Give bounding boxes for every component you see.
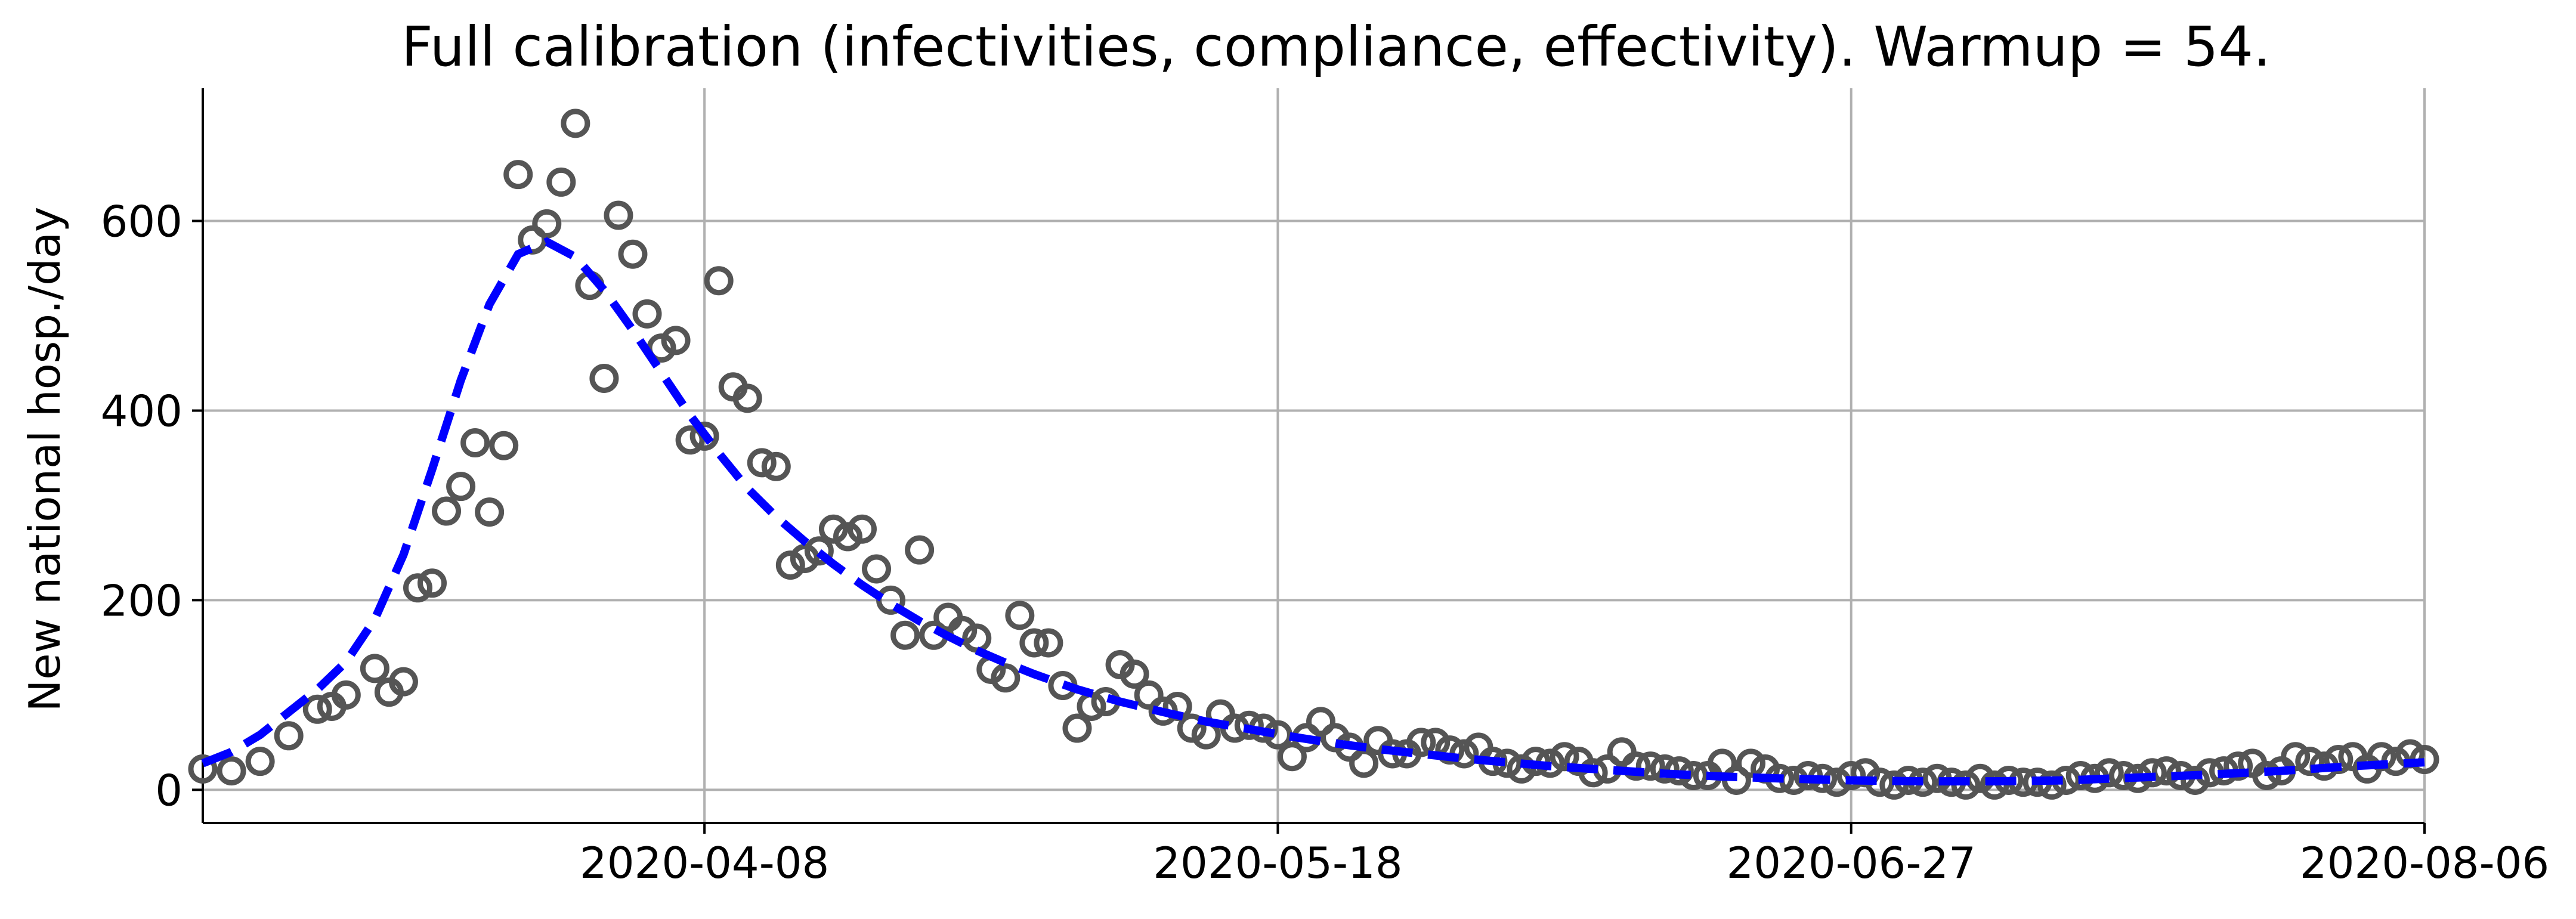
observed-point [1607, 737, 1637, 767]
observed-point [1621, 751, 1651, 781]
observed-point [274, 721, 304, 751]
observed-point [503, 160, 533, 190]
x-tick-label: 2020-06-27 [1726, 838, 1975, 888]
chart-title: Full calibration (infectivities, complia… [401, 15, 2271, 79]
observed-point [403, 573, 432, 603]
observed-point [833, 522, 862, 552]
y-tick-label: 0 [155, 765, 183, 815]
observed-point [245, 747, 275, 776]
observed-point [1635, 751, 1665, 781]
observed-point [1005, 601, 1035, 630]
observed-point [546, 167, 576, 197]
observed-point [2324, 744, 2354, 774]
observed-point [2295, 747, 2325, 776]
observed-point [589, 363, 619, 393]
observed-point [1349, 748, 1379, 778]
observed-point [761, 451, 791, 481]
observed-point [1306, 707, 1336, 737]
observed-point [804, 536, 834, 566]
observed-point [302, 694, 332, 724]
axes: 0 200 400 600 2020-04-08 2020-05-18 2020-06-27… [101, 88, 2549, 888]
observed-point [432, 496, 462, 526]
y-tick-label: 400 [101, 386, 183, 436]
observed-point [1277, 742, 1307, 772]
observed-point [1507, 754, 1536, 784]
observed-point [446, 472, 476, 502]
plot-area [188, 109, 2439, 800]
observed-point [2037, 770, 2067, 800]
model-fit-line [201, 237, 2425, 786]
observed-point [732, 383, 762, 413]
observed-point [1120, 659, 1149, 689]
observed-point [561, 109, 590, 138]
observed-point [1650, 754, 1680, 784]
observed-point [1550, 742, 1579, 772]
observed-point [604, 200, 633, 230]
observed-point [2224, 751, 2253, 781]
observed-point [661, 326, 691, 355]
y-axis-label: New national hosp./day [20, 206, 70, 711]
observed-point [360, 654, 389, 683]
observed-point [1234, 710, 1264, 740]
observed-point [418, 568, 447, 598]
observed-point [2252, 761, 2282, 791]
observed-point [217, 756, 246, 786]
y-tick-label: 200 [101, 575, 183, 626]
observed-point [331, 680, 361, 710]
observed-point [2281, 742, 2311, 772]
observed-point [747, 448, 777, 478]
observed-point [905, 535, 935, 565]
observed-point [847, 514, 877, 544]
observed-point [1435, 735, 1465, 765]
observed-point [475, 497, 505, 527]
x-tick-label: 2020-05-18 [1153, 838, 1402, 888]
observed-point [2151, 756, 2181, 786]
observed-point [790, 543, 820, 573]
observed-point [890, 620, 920, 650]
x-tick-label: 2020-08-06 [2300, 838, 2549, 888]
observed-point [991, 663, 1020, 693]
observed-point [689, 421, 719, 451]
observed-point [532, 209, 562, 239]
observed-point [1019, 628, 1049, 658]
x-tick-label: 2020-04-08 [580, 838, 829, 888]
observed-point [188, 754, 218, 784]
observed-point [1578, 758, 1608, 788]
grid [203, 88, 2426, 823]
observed-point [1736, 748, 1765, 778]
observed-point [1177, 713, 1207, 743]
observed-point [1836, 761, 1866, 791]
observed-point [618, 239, 648, 269]
observed-point [862, 554, 892, 584]
observed-point [818, 514, 848, 544]
observed-point [2137, 758, 2167, 788]
observed-point [2094, 758, 2124, 788]
observed-point [775, 550, 805, 580]
observed-point [388, 667, 418, 697]
observed-point [2180, 765, 2210, 795]
observed-point [489, 431, 519, 460]
observed-point [1062, 713, 1092, 743]
observed-point [1406, 728, 1436, 757]
observed-point [460, 428, 490, 458]
observed-point [1134, 680, 1164, 710]
observed-point [1034, 628, 1063, 658]
observed-point [632, 299, 662, 329]
observed-point [675, 425, 705, 455]
observed-point [704, 266, 734, 296]
y-tick-label: 600 [101, 197, 183, 247]
